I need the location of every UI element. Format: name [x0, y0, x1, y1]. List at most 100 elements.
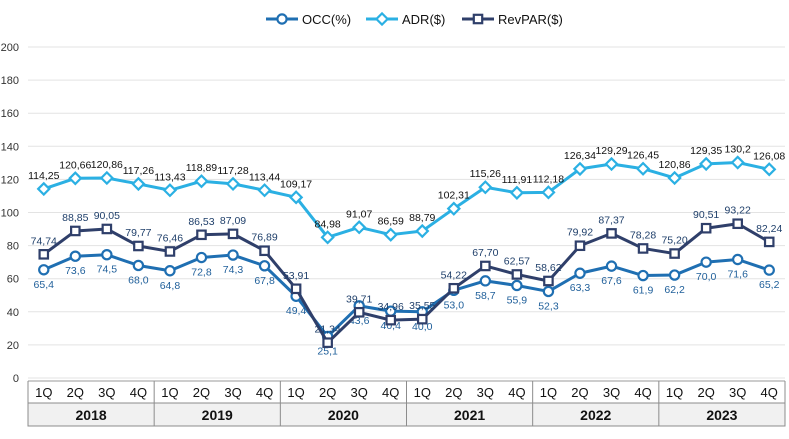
series-group: 65,4 73,6 74,5 68,0 64,8 72,8 74,3 67,8 49,4 25,1…	[28, 144, 785, 358]
occ-point	[479, 275, 492, 287]
revpar-point	[38, 249, 50, 260]
adr-data-label: 126,34	[564, 150, 596, 162]
occ-point	[132, 259, 145, 272]
quarter-label: 3Q	[603, 385, 620, 400]
adr-point	[415, 223, 430, 239]
year-label: 2021	[454, 407, 485, 423]
occ-point	[542, 285, 555, 298]
revpar-point	[543, 275, 554, 287]
occ-point	[38, 264, 50, 276]
adr-data-label: 114,25	[28, 170, 59, 182]
series-occ: 65,4 73,6 74,5 68,0 64,8 72,8 74,3 67,8 49,4 25,1…	[34, 249, 780, 357]
revpar-data-label: 78,28	[630, 229, 656, 241]
adr-point	[288, 190, 304, 205]
adr-point	[572, 161, 588, 177]
revpar-point	[511, 269, 523, 280]
adr-point	[257, 183, 272, 198]
revpar-data-label: 87,37	[598, 214, 624, 226]
legend: OCC(%) ADR($) RevPAR($)	[266, 11, 563, 27]
revpar-line	[42, 222, 770, 345]
adr-point	[162, 183, 178, 198]
quarter-label: 2Q	[67, 385, 84, 400]
adr-point	[509, 185, 525, 200]
revpar-data-label: 79,92	[567, 227, 593, 239]
adr-data-label: 120,86	[659, 159, 691, 171]
quarter-label: 1Q	[666, 385, 683, 400]
adr-point	[762, 162, 777, 177]
revpar-data-label: 58,62	[535, 262, 561, 274]
occ-point	[227, 249, 239, 261]
adr-point	[635, 161, 651, 176]
y-tick-label: 60	[7, 274, 19, 286]
adr-point	[225, 176, 241, 192]
y-tick-label: 0	[13, 373, 19, 385]
quarter-label: 3Q	[477, 385, 494, 400]
adr-data-label: 91,07	[346, 208, 372, 220]
quarter-label: 2Q	[697, 385, 714, 400]
quarter-label: 2Q	[193, 385, 210, 400]
revpar-data-label: 39,71	[346, 293, 372, 305]
adr-point	[698, 156, 714, 172]
adr-point	[320, 230, 335, 245]
revpar-data-label: 93,22	[725, 205, 751, 217]
revpar-point	[322, 337, 333, 348]
adr-data-label: 117,26	[123, 165, 154, 177]
y-tick-label: 100	[1, 208, 19, 220]
revpar-data-label: 79,77	[125, 227, 151, 239]
revpar-data-label: 90,51	[693, 209, 719, 221]
occ-point	[605, 260, 618, 272]
occ-data-label: 55,9	[507, 294, 528, 306]
year-label: 2018	[76, 407, 107, 423]
legend-item-adr: ADR($)	[366, 11, 445, 27]
revpar-point	[290, 283, 302, 295]
adr-point	[730, 155, 745, 170]
revpar-data-label: 76,89	[251, 232, 277, 244]
quarter-label: 1Q	[414, 385, 431, 400]
y-tick-label: 180	[1, 75, 19, 87]
occ-data-label: 25,1	[317, 345, 338, 357]
adr-data-label: 113,43	[154, 171, 185, 183]
adr-point	[604, 156, 619, 172]
revpar-point	[606, 228, 617, 239]
occ-data-label: 67,8	[254, 275, 275, 287]
revpar-point	[196, 229, 207, 241]
adr-data-label: 129,35	[690, 145, 722, 157]
adr-point	[446, 201, 461, 216]
legend-label: ADR($)	[402, 12, 445, 27]
occ-point	[511, 279, 523, 292]
revpar-point	[700, 222, 712, 234]
revpar-point	[574, 240, 586, 252]
quarter-label: 4Q	[634, 385, 651, 400]
revpar-point	[259, 245, 270, 257]
revpar-point	[637, 243, 649, 254]
quarter-label: 1Q	[161, 385, 178, 400]
quarter-label: 4Q	[508, 385, 525, 400]
adr-point	[99, 170, 115, 186]
quarter-label: 4Q	[130, 385, 147, 400]
occ-data-label: 67,6	[601, 275, 622, 287]
revpar-point	[353, 306, 365, 318]
occ-data-label: 74,3	[223, 264, 244, 276]
legend-marker	[276, 13, 288, 25]
revpar-data-label: 53,91	[283, 270, 309, 282]
quarter-label: 1Q	[35, 385, 52, 400]
revpar-point	[416, 313, 428, 325]
year-label: 2022	[580, 407, 611, 423]
quarter-label: 3Q	[98, 385, 115, 400]
adr-data-label: 120,66	[59, 159, 91, 171]
occ-data-label: 52,3	[538, 300, 559, 312]
revpar-point	[101, 223, 113, 235]
occ-point	[637, 269, 649, 282]
x-axis: 1Q 2Q 3Q 4Q 1Q 2Q 3Q 4Q 1Q 2Q 3Q 4Q 1Q 2Q 3Q 4Q 1Q 2Q 3Q 4Q…	[27, 380, 786, 427]
gridlines	[28, 46, 785, 379]
legend-label: OCC(%)	[302, 12, 351, 27]
quarter-label: 4Q	[761, 385, 778, 400]
revpar-point	[227, 228, 239, 240]
occ-point	[258, 260, 271, 272]
adr-data-label: 115,26	[470, 168, 501, 180]
occ-data-label: 65,4	[34, 279, 55, 291]
legend-marker	[374, 11, 390, 27]
adr-point	[383, 227, 398, 242]
y-tick-label: 40	[7, 307, 19, 319]
